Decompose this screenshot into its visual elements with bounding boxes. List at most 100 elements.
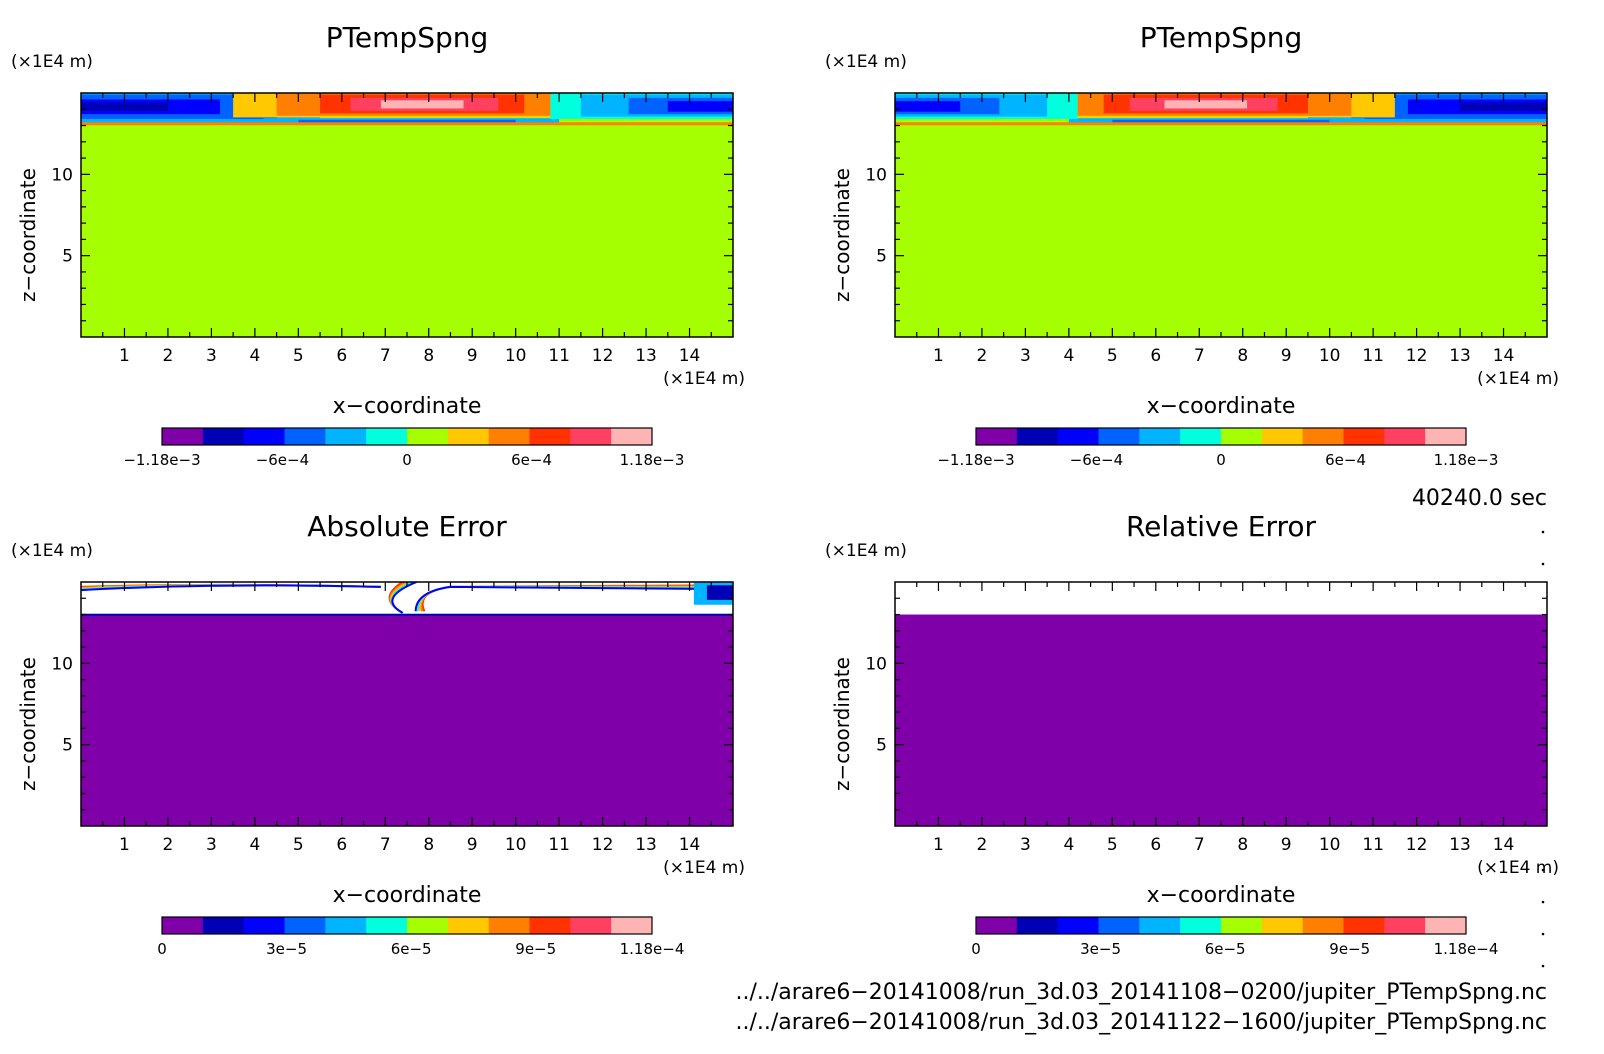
colorbar-swatch bbox=[1180, 917, 1222, 934]
contour-field bbox=[895, 93, 1547, 337]
field-background bbox=[81, 582, 733, 826]
colorbar-swatch bbox=[1384, 428, 1426, 445]
x-tick-label: 12 bbox=[1406, 835, 1428, 855]
x-tick-label: 12 bbox=[592, 835, 614, 855]
colorbar: −1.18e−3 −6e−4 0 6e−4 1.18e−3 bbox=[937, 427, 1499, 469]
x-tick-label: 13 bbox=[1449, 835, 1471, 855]
colorbar-tick-label: 1.18e−3 bbox=[1434, 451, 1499, 469]
x-tick-label: 14 bbox=[679, 835, 701, 855]
x-unit-label: (×1E4 m) bbox=[1477, 858, 1559, 878]
colorbar-swatch bbox=[1343, 917, 1385, 934]
x-axis-label: x−coordinate bbox=[1147, 394, 1296, 419]
colorbar-swatch bbox=[1425, 917, 1467, 934]
colorbar-swatch bbox=[488, 428, 530, 445]
warm-band-peak bbox=[1164, 100, 1248, 109]
colorbar-swatch bbox=[529, 917, 571, 934]
x-tick-label: 10 bbox=[505, 346, 527, 366]
error-contour-mid bbox=[391, 582, 417, 614]
x-tick-label: 8 bbox=[423, 346, 434, 366]
colorbar-tick-label: 3e−5 bbox=[1080, 940, 1121, 958]
colorbar-swatch bbox=[284, 428, 326, 445]
colorbar-swatch bbox=[447, 428, 490, 445]
colorbar-swatch bbox=[1302, 917, 1344, 934]
warm-band-peak bbox=[380, 100, 464, 109]
colorbar-swatch bbox=[407, 917, 449, 934]
y-axis-label: z−coordinate bbox=[16, 168, 40, 302]
x-tick-label: 6 bbox=[336, 835, 347, 855]
panel-title: Relative Error bbox=[1126, 510, 1317, 543]
x-tick-label: 5 bbox=[293, 346, 304, 366]
colorbar-swatch bbox=[1139, 428, 1181, 445]
colorbar-swatch bbox=[243, 917, 285, 934]
x-tick-label: 11 bbox=[1362, 835, 1384, 855]
x-axis-label: x−coordinate bbox=[1147, 883, 1296, 908]
x-tick-label: 7 bbox=[380, 346, 391, 366]
colorbar-swatch bbox=[1221, 428, 1263, 445]
x-tick-label: 7 bbox=[1194, 835, 1205, 855]
z-tick-label: 10 bbox=[865, 654, 887, 674]
colorbar-swatch bbox=[366, 917, 408, 934]
colorbar-tick-label: 6e−5 bbox=[1205, 940, 1246, 958]
x-tick-label: 5 bbox=[1107, 346, 1118, 366]
x-tick-label: 5 bbox=[1107, 835, 1118, 855]
field-background bbox=[81, 93, 733, 337]
colorbar-swatch bbox=[447, 917, 490, 934]
x-tick-label: 2 bbox=[163, 346, 174, 366]
x-tick-label: 1 bbox=[933, 346, 944, 366]
x-tick-label: 3 bbox=[1020, 346, 1031, 366]
error-corner-core bbox=[706, 585, 733, 600]
cold-band-right-core bbox=[895, 101, 961, 112]
x-tick-label: 8 bbox=[1237, 346, 1248, 366]
x-tick-label: 12 bbox=[1406, 346, 1428, 366]
colorbar-swatch bbox=[529, 428, 571, 445]
colorbar-swatch bbox=[162, 428, 204, 445]
x-tick-label: 1 bbox=[119, 835, 130, 855]
margin-dot bbox=[1541, 964, 1545, 968]
colorbar-border bbox=[161, 427, 653, 446]
colorbar-swatch bbox=[611, 917, 653, 934]
z-tick-label: 10 bbox=[51, 165, 73, 185]
x-tick-label: 2 bbox=[977, 835, 988, 855]
cold-band-core bbox=[1460, 102, 1547, 111]
y-axis-label: z−coordinate bbox=[830, 657, 854, 791]
colorbar-swatch bbox=[325, 428, 367, 445]
x-tick-label: 10 bbox=[505, 835, 527, 855]
colorbar-swatch bbox=[1139, 917, 1181, 934]
file-path-2: ../../arare6−20141008/run_3d.03_20141122… bbox=[735, 1010, 1547, 1035]
x-tick-label: 14 bbox=[1493, 346, 1515, 366]
x-tick-label: 12 bbox=[592, 346, 614, 366]
z-tick-label: 5 bbox=[62, 247, 73, 267]
x-tick-label: 10 bbox=[1319, 346, 1341, 366]
colorbar-tick-label: 6e−4 bbox=[1325, 451, 1366, 469]
colorbar-tick-label: 3e−5 bbox=[266, 940, 307, 958]
colorbar-tick-label: 6e−4 bbox=[511, 451, 552, 469]
colorbar-swatch bbox=[1016, 917, 1059, 934]
x-tick-label: 9 bbox=[1281, 835, 1292, 855]
colorbar-tick-label: 1.18e−4 bbox=[620, 940, 685, 958]
x-tick-label: 6 bbox=[336, 346, 347, 366]
x-tick-label: 11 bbox=[548, 346, 570, 366]
colorbar-tick-label: 6e−5 bbox=[391, 940, 432, 958]
x-tick-label: 13 bbox=[635, 835, 657, 855]
exceeds-region bbox=[895, 582, 1547, 615]
colorbar-swatch bbox=[488, 917, 530, 934]
z-tick-label: 5 bbox=[876, 247, 887, 267]
field-background bbox=[895, 582, 1547, 826]
contour-field bbox=[895, 582, 1547, 826]
cold-tongue-core bbox=[298, 119, 516, 124]
z-tick-label: 5 bbox=[62, 736, 73, 756]
panel-title: Absolute Error bbox=[307, 510, 507, 543]
colorbar-tick-label: −1.18e−3 bbox=[123, 451, 200, 469]
colorbar: 0 3e−5 6e−5 9e−5 1.18e−4 bbox=[157, 916, 685, 958]
x-unit-label: (×1E4 m) bbox=[663, 369, 745, 389]
colorbar-tick-label: −6e−4 bbox=[256, 451, 309, 469]
x-tick-label: 9 bbox=[467, 835, 478, 855]
colorbar-tick-label: −6e−4 bbox=[1070, 451, 1123, 469]
colorbar: 0 3e−5 6e−5 9e−5 1.18e−4 bbox=[971, 916, 1498, 958]
